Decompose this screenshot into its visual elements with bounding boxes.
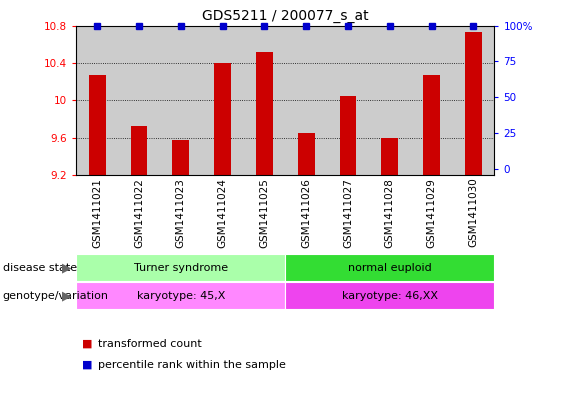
Bar [465,32,482,175]
Bar [285,282,494,309]
Text: karyotype: 45,X: karyotype: 45,X [137,290,225,301]
Bar [453,26,494,175]
Bar [160,26,202,175]
Bar [381,138,398,175]
Text: transformed count: transformed count [98,339,202,349]
Bar [118,26,160,175]
Bar [256,52,273,175]
Bar [411,26,453,175]
Text: genotype/variation: genotype/variation [3,290,109,301]
Bar [244,26,285,175]
Bar [89,75,106,175]
Text: ▶: ▶ [62,261,72,274]
Text: percentile rank within the sample: percentile rank within the sample [98,360,286,370]
Bar [76,26,118,175]
Text: ▶: ▶ [62,289,72,302]
Bar [285,26,327,175]
Text: normal euploid: normal euploid [348,263,432,273]
Bar [76,282,285,309]
Title: GDS5211 / 200077_s_at: GDS5211 / 200077_s_at [202,9,368,23]
Text: ■: ■ [82,360,93,370]
Bar [172,140,189,175]
Bar [340,95,357,175]
Text: karyotype: 46,XX: karyotype: 46,XX [342,290,438,301]
Text: Turner syndrome: Turner syndrome [134,263,228,273]
Bar [369,26,411,175]
Bar [214,63,231,175]
Bar [327,26,369,175]
Text: disease state: disease state [3,263,77,273]
Bar [298,133,315,175]
Bar [423,75,440,175]
Bar [285,254,494,281]
Bar [76,254,285,281]
Bar [131,126,147,175]
Bar [202,26,244,175]
Text: ■: ■ [82,339,93,349]
